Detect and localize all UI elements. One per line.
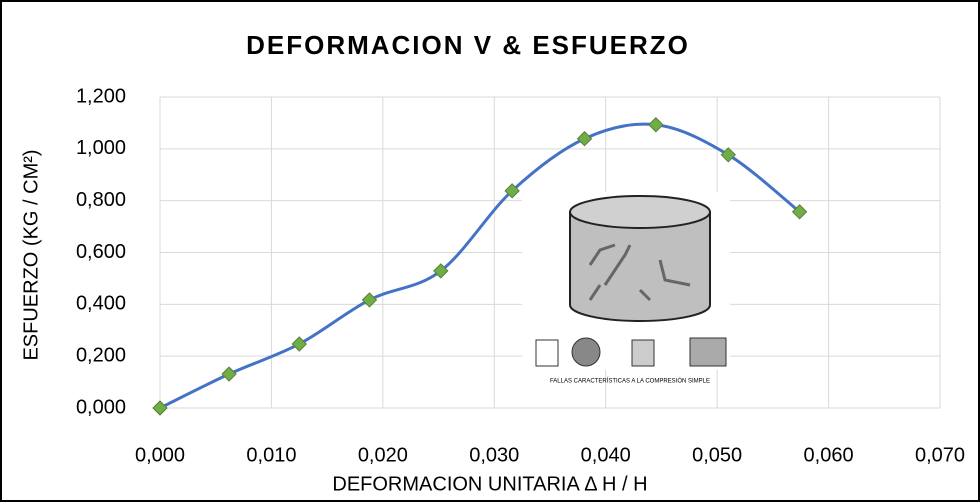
x-tick-label: 0,040 [581,444,631,466]
figure-caption: FALLAS CARACTERÍSTICAS A LA COMPRESIÓN S… [550,378,710,385]
failure-icon [690,338,726,366]
y-tick-label: 1,200 [76,85,126,107]
y-tick-label: 0,200 [76,344,126,366]
failure-icon [632,340,654,366]
failure-icon [572,338,600,366]
y-tick-label: 1,000 [76,137,126,159]
x-tick-label: 0,070 [915,444,965,466]
cylinder-top [570,196,710,228]
x-tick-label: 0,050 [692,444,742,466]
x-tick-label: 0,030 [469,444,519,466]
cylinder-figure: FALLAS CARACTERÍSTICAS A LA COMPRESIÓN S… [522,192,730,385]
x-tick-label: 0,020 [358,444,408,466]
y-tick-label: 0,400 [76,293,126,315]
chart-title: DEFORMACION V & ESFUERZO [246,30,690,60]
x-tick-label: 0,000 [135,444,185,466]
y-tick-label: 0,800 [76,189,126,211]
y-axis-label: ESFUERZO (KG / CM²) [20,149,42,360]
y-tick-label: 0,000 [76,396,126,418]
x-tick-label: 0,010 [246,444,296,466]
chart: DEFORMACION V & ESFUERZO DEFORMACION UNI… [0,0,980,502]
failure-icon [536,340,558,366]
x-axis-label: DEFORMACION UNITARIA Δ H / H [332,473,647,495]
x-tick-label: 0,060 [804,444,854,466]
y-tick-label: 0,600 [76,241,126,263]
chart-border [1,1,979,501]
